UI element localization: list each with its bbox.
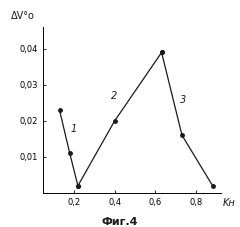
Text: Фиг.4: Фиг.4 xyxy=(102,217,138,227)
Text: 1: 1 xyxy=(71,124,77,134)
Text: ΔV°о: ΔV°о xyxy=(11,11,35,21)
Text: Kн: Kн xyxy=(222,198,235,208)
Text: 3: 3 xyxy=(180,95,186,105)
Text: 2: 2 xyxy=(111,91,117,101)
